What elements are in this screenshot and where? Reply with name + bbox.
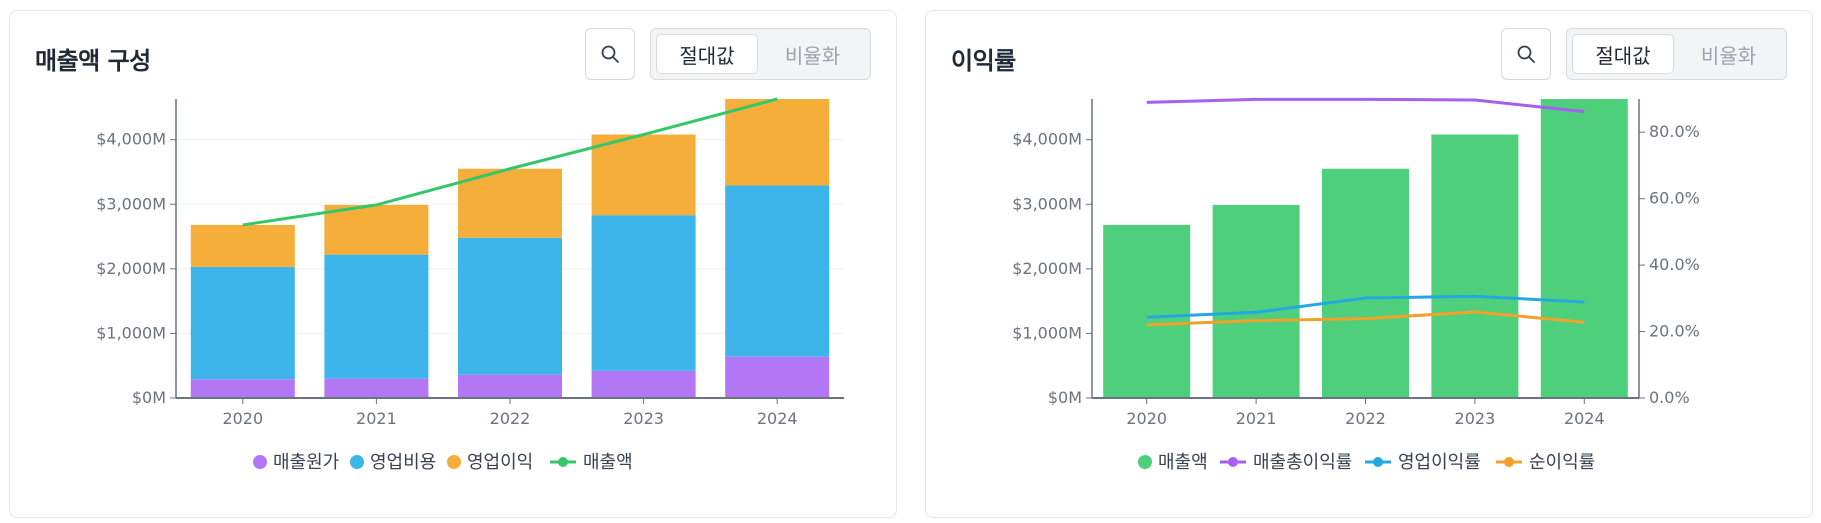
bar-영업비용-2022 [458,237,562,375]
legend-point-marker [1373,457,1383,467]
y-tick-label: $3,000M [1012,194,1082,213]
legend-label: 매출액 [1158,452,1208,473]
bar-매출액-2020 [1103,224,1191,398]
bar-영업비용-2020 [190,266,295,380]
bar-영업이익-2023 [591,134,696,216]
y-tick-label: $4,000M [1012,130,1082,149]
search-button[interactable] [1501,28,1551,80]
x-tick-label: 2023 [623,409,664,428]
y-tick-label: $1,000M [1012,323,1082,342]
legend-label: 순이익률 [1529,452,1595,473]
view-mode-toggle[interactable]: 절대값 비율화 [1566,28,1787,80]
bar-매출원가-2020 [190,379,295,398]
profit-margin-chart: $0M $1,000M $2,000M $3,000M $4,000M 0.0% 20.0%… [1012,97,1700,473]
y2-tick-label: 40.0% [1649,255,1700,274]
legend: 매출원가 영업비용 영업이익 매출액 [253,452,633,473]
bar-매출원가-2023 [591,370,696,398]
legend-point-marker [1228,457,1238,467]
y-tick-label: $2,000M [1012,259,1082,278]
y-tick-label: $3,000M [96,194,166,213]
bar-영업이익-2024 [725,99,830,186]
revenue-composition-card: 매출액 구성 절대값 비율화 $0M $1,000M $2,000M $3,000M $… [9,10,897,518]
x-tick-label: 2021 [1236,409,1277,428]
legend-label: 영업비용 [370,452,436,473]
legend-label: 매출원가 [273,452,339,473]
toggle-absolute[interactable]: 절대값 [656,34,758,74]
legend: 매출액 매출총이익률 영업이익률 순이익률 [1138,452,1595,473]
card-title: 매출액 구성 [35,47,151,75]
legend-marker [447,455,461,469]
toggle-absolute[interactable]: 절대값 [1572,34,1674,74]
profit-margin-card: 이익률 절대값 비율화 $0M $1,000M $2,000M $3,000M $4,0… [925,10,1813,518]
revenue-composition-chart: $0M $1,000M $2,000M $3,000M $4,000M 2020 2021 2… [96,97,844,473]
y-tick-label: $2,000M [96,259,166,278]
bar-매출원가-2021 [324,378,429,398]
x-tick-label: 2021 [356,409,397,428]
line-매출총이익률 [1146,97,1585,114]
bar-영업비용-2023 [591,215,696,371]
bar-영업이익-2021 [324,204,429,255]
y-tick-label: $1,000M [96,323,166,342]
search-icon [601,45,619,63]
bar-영업이익-2020 [190,224,295,267]
bar-매출원가-2022 [458,374,562,398]
bar-매출액-2024 [1540,99,1628,398]
bar-매출원가-2024 [725,356,830,398]
legend-point-marker [1504,457,1514,467]
card-title: 이익률 [951,47,1016,75]
y2-tick-label: 0.0% [1649,388,1690,407]
bar-매출액-2023 [1431,134,1519,398]
x-tick-label: 2020 [222,409,263,428]
bar-영업비용-2024 [725,185,830,357]
y-tick-label: $0M [132,388,166,407]
y2-tick-label: 20.0% [1649,322,1700,341]
y2-tick-label: 80.0% [1649,122,1700,141]
legend-label: 매출총이익률 [1253,452,1352,473]
bar-영업이익-2022 [458,168,562,238]
x-tick-label: 2022 [1345,409,1386,428]
x-tick-label: 2022 [490,409,531,428]
y2-tick-label: 60.0% [1649,189,1700,208]
x-tick-label: 2023 [1455,409,1496,428]
legend-marker [253,455,267,469]
x-tick-label: 2024 [757,409,798,428]
legend-marker [350,455,364,469]
bar-영업비용-2021 [324,254,429,379]
search-button[interactable] [585,28,635,80]
legend-marker [1138,455,1152,469]
legend-point-marker [558,457,568,467]
legend-label: 매출액 [583,452,633,473]
x-tick-label: 2024 [1564,409,1605,428]
search-icon [1517,45,1535,63]
x-tick-label: 2020 [1126,409,1167,428]
view-mode-toggle[interactable]: 절대값 비율화 [650,28,871,80]
toggle-ratio[interactable]: 비율화 [784,43,841,68]
y-tick-label: $0M [1048,388,1082,407]
toggle-ratio[interactable]: 비율화 [1700,43,1757,68]
bar-매출액-2021 [1212,204,1300,398]
bar-매출액-2022 [1322,168,1409,398]
legend-label: 영업이익 [467,452,533,473]
y-tick-label: $4,000M [96,130,166,149]
legend-label: 영업이익률 [1398,452,1481,473]
